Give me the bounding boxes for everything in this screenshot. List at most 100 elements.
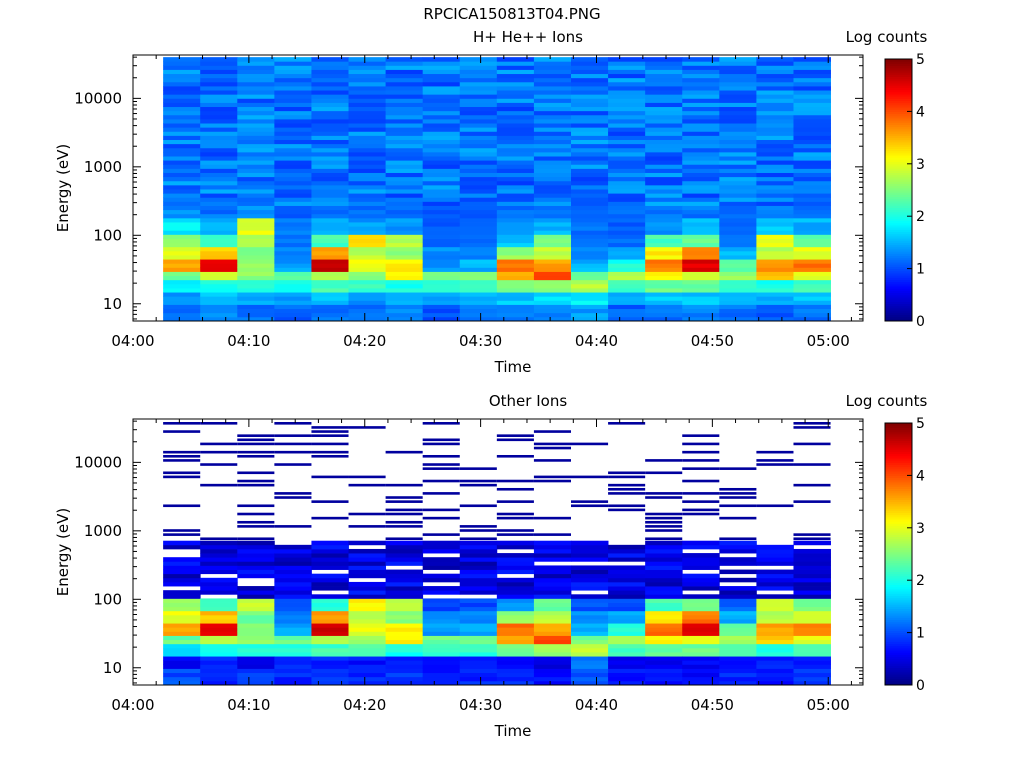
- heatmap-cell: [533, 110, 572, 116]
- heatmap-cell: [756, 189, 794, 194]
- heatmap-cell: [793, 242, 831, 248]
- heatmap-cell: [682, 156, 720, 161]
- heatmap-cell: [533, 172, 572, 178]
- heatmap-cell: [608, 222, 646, 227]
- heatmap-cell: [385, 230, 424, 235]
- heatmap-cell: [237, 201, 275, 206]
- y-tick-label: 10: [103, 295, 122, 313]
- heatmap-cell: [459, 209, 498, 215]
- heatmap-cell: [200, 234, 238, 239]
- colorbar-swatch: [885, 61, 912, 64]
- heatmap-cell: [459, 606, 498, 612]
- heatmap-cell: [793, 308, 831, 314]
- heatmap-cell: [348, 143, 386, 149]
- heatmap-cell: [385, 61, 424, 66]
- heatmap-stripe: [793, 483, 831, 487]
- heatmap-cell: [533, 619, 572, 624]
- heatmap-cell: [348, 581, 386, 587]
- colorbar-swatch: [885, 301, 912, 305]
- heatmap-stripe: [645, 520, 683, 524]
- heatmap-cell: [459, 156, 498, 161]
- heatmap-stripe: [200, 463, 238, 466]
- heatmap-stripe: [237, 479, 275, 483]
- heatmap-cell: [793, 189, 831, 194]
- heatmap-stripe: [237, 434, 275, 437]
- heatmap-cell: [719, 557, 757, 562]
- heatmap-cell: [608, 316, 646, 322]
- heatmap-cell: [645, 61, 683, 66]
- heatmap-cell: [571, 680, 609, 686]
- heatmap-cell: [163, 606, 201, 612]
- heatmap-cell: [274, 172, 312, 178]
- heatmap-cell: [496, 602, 535, 608]
- heatmap-cell: [200, 61, 238, 66]
- heatmap-cell: [645, 77, 683, 83]
- heatmap-cell: [422, 548, 461, 554]
- heatmap-cell: [348, 255, 386, 260]
- heatmap-cell: [533, 77, 572, 83]
- heatmap-cell: [719, 205, 757, 211]
- heatmap-cell: [645, 242, 683, 248]
- heatmap-cell: [608, 110, 646, 116]
- heatmap-cell: [533, 90, 572, 95]
- heatmap-cell: [163, 77, 201, 83]
- heatmap-cell: [422, 226, 461, 231]
- heatmap-cell: [533, 275, 572, 281]
- heatmap-cell: [348, 275, 386, 281]
- heatmap-cell: [274, 259, 312, 264]
- heatmap-cell: [459, 279, 498, 285]
- colorbar-swatch: [885, 224, 912, 228]
- heatmap-cell: [274, 156, 312, 161]
- heatmap-cell: [793, 590, 831, 595]
- heatmap-cell: [571, 201, 609, 206]
- heatmap-cell: [422, 610, 461, 616]
- heatmap-cell: [533, 201, 572, 206]
- heatmap-cell: [645, 86, 683, 91]
- heatmap-cell: [274, 627, 312, 632]
- heatmap-cell: [385, 135, 424, 140]
- heatmap-cell: [608, 267, 646, 272]
- heatmap-cell: [533, 292, 572, 297]
- colorbar-swatch: [885, 144, 912, 147]
- heatmap-cell: [311, 623, 349, 628]
- heatmap-cell: [200, 164, 238, 169]
- colorbar-swatch: [885, 109, 912, 112]
- heatmap-cell: [459, 164, 498, 169]
- heatmap-cell: [348, 573, 386, 579]
- heatmap-cell: [793, 288, 831, 293]
- heatmap-cell: [645, 250, 683, 256]
- heatmap-cell: [348, 623, 386, 628]
- heatmap-cell: [163, 259, 201, 264]
- heatmap-cell: [274, 544, 312, 550]
- heatmap-cell: [645, 676, 683, 682]
- heatmap-stripe: [422, 442, 460, 446]
- heatmap-cell: [274, 680, 312, 686]
- colorbar-swatch: [885, 170, 912, 174]
- heatmap-cell: [237, 598, 275, 603]
- heatmap-cell: [533, 156, 572, 161]
- heatmap-cell: [163, 623, 201, 628]
- colorbar-swatch: [885, 168, 912, 171]
- heatmap-cell: [200, 540, 238, 546]
- heatmap-cell: [311, 561, 349, 566]
- colorbar-swatch: [885, 593, 912, 596]
- heatmap-cell: [571, 594, 609, 599]
- heatmap-cell: [719, 135, 757, 140]
- x-tick-label: 04:00: [111, 332, 154, 350]
- heatmap-cell: [608, 69, 646, 75]
- heatmap-cell: [719, 118, 757, 124]
- heatmap-cell: [608, 598, 646, 603]
- heatmap-cell: [422, 602, 461, 608]
- heatmap-cell: [311, 610, 349, 616]
- heatmap-stripe: [533, 475, 571, 479]
- heatmap-cell: [348, 65, 386, 70]
- heatmap-cell: [459, 316, 498, 322]
- heatmap-cell: [422, 643, 461, 649]
- heatmap-cell: [237, 213, 275, 219]
- heatmap-cell: [793, 300, 831, 305]
- heatmap-cell: [459, 573, 498, 579]
- heatmap-cell: [385, 90, 424, 95]
- x-tick-label: 04:30: [459, 696, 502, 714]
- heatmap-cell: [608, 610, 646, 616]
- heatmap-cell: [756, 172, 794, 178]
